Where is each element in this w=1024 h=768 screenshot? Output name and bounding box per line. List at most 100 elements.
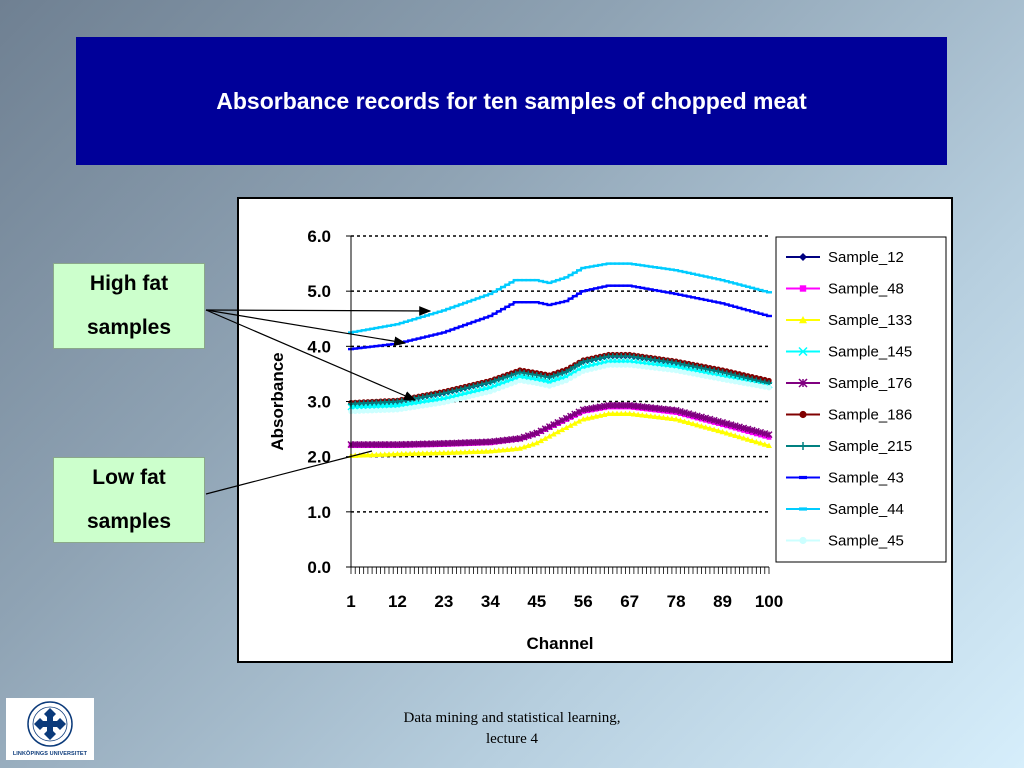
data-point	[478, 448, 485, 454]
legend: Sample_12 Sample_48 Sample_133 Sample_145 Sa…	[775, 236, 947, 563]
data-point	[656, 414, 663, 420]
legend-item: Sample_215	[786, 438, 912, 455]
logo-emblem-icon	[27, 701, 73, 747]
data-point	[719, 369, 726, 376]
data-point	[403, 405, 409, 412]
data-point	[533, 278, 540, 282]
data-point	[563, 377, 570, 384]
data-point	[512, 379, 519, 385]
data-point	[428, 334, 435, 337]
data-point	[466, 322, 473, 325]
data-point	[765, 431, 773, 439]
data-point	[559, 370, 566, 377]
data-point	[445, 449, 452, 456]
data-point	[744, 375, 751, 382]
legend-swatch-marker	[798, 378, 808, 388]
data-point	[436, 310, 443, 313]
data-point	[516, 434, 524, 442]
data-point	[732, 378, 738, 385]
data-point	[436, 390, 443, 397]
data-point	[580, 358, 587, 365]
data-point	[521, 378, 527, 384]
logo-caption: LINKÖPINGS UNIVERSITET	[12, 751, 88, 757]
data-point	[445, 389, 452, 396]
data-point	[702, 373, 709, 379]
data-point	[436, 332, 443, 335]
data-point	[719, 376, 726, 383]
data-point	[761, 289, 768, 293]
legend-item: Sample_133	[786, 312, 912, 329]
data-point	[428, 450, 435, 456]
data-point	[719, 428, 726, 435]
data-point	[432, 333, 439, 336]
data-point	[664, 291, 671, 294]
data-point	[453, 396, 460, 403]
data-point	[588, 356, 595, 363]
data-point	[474, 382, 481, 389]
data-point	[762, 384, 768, 390]
data-point	[592, 356, 599, 363]
data-point	[745, 381, 751, 387]
data-point	[453, 326, 460, 330]
data-point	[487, 314, 494, 318]
data-point	[614, 362, 620, 368]
data-point	[677, 360, 684, 367]
data-point	[706, 366, 713, 373]
data-point	[419, 315, 426, 318]
data-point	[377, 451, 384, 457]
data-point	[643, 264, 650, 268]
data-point	[576, 418, 582, 424]
data-point	[609, 410, 616, 417]
data-point	[681, 361, 688, 368]
data-point	[365, 408, 371, 414]
data-point	[478, 317, 485, 321]
data-point	[521, 444, 528, 450]
data-point	[571, 294, 578, 298]
data-point	[593, 365, 599, 371]
legend-swatch-marker	[798, 346, 808, 357]
data-point	[610, 362, 616, 368]
data-point	[571, 271, 578, 274]
data-point	[677, 269, 684, 273]
legend-label: Sample_45	[828, 533, 904, 550]
data-point	[630, 285, 637, 288]
data-point	[398, 450, 405, 457]
data-point	[732, 432, 739, 439]
data-point	[424, 335, 430, 338]
data-point	[432, 450, 439, 456]
data-point	[597, 355, 604, 362]
data-point	[373, 407, 380, 414]
series-line	[350, 360, 770, 408]
legend-item: Sample_145	[786, 344, 912, 361]
data-point	[618, 262, 625, 265]
data-point	[711, 426, 718, 432]
legend-label: Sample_145	[828, 344, 912, 361]
legend-item: Sample_12	[786, 249, 904, 266]
x-tick-label: 12	[388, 592, 407, 611]
data-point	[407, 450, 414, 457]
data-point	[728, 371, 734, 378]
data-point	[656, 266, 663, 269]
data-point	[529, 379, 536, 386]
data-point	[360, 408, 367, 414]
data-point	[702, 424, 709, 430]
data-point	[567, 297, 574, 300]
data-point	[487, 292, 494, 296]
footer-line2: lecture 4	[485, 731, 539, 747]
data-point	[580, 368, 586, 374]
data-point	[592, 264, 599, 267]
data-point	[500, 384, 506, 390]
data-point	[563, 368, 570, 375]
data-point	[711, 375, 717, 381]
data-point	[702, 275, 709, 278]
data-point	[757, 288, 764, 292]
data-point	[478, 295, 485, 299]
data-point	[702, 365, 709, 372]
series-Sample_176	[347, 401, 773, 449]
data-point	[740, 374, 747, 381]
data-point	[744, 285, 751, 288]
y-tick-label: 3.0	[307, 393, 331, 412]
data-point	[407, 405, 413, 411]
data-point	[584, 266, 591, 269]
data-point	[740, 380, 747, 386]
